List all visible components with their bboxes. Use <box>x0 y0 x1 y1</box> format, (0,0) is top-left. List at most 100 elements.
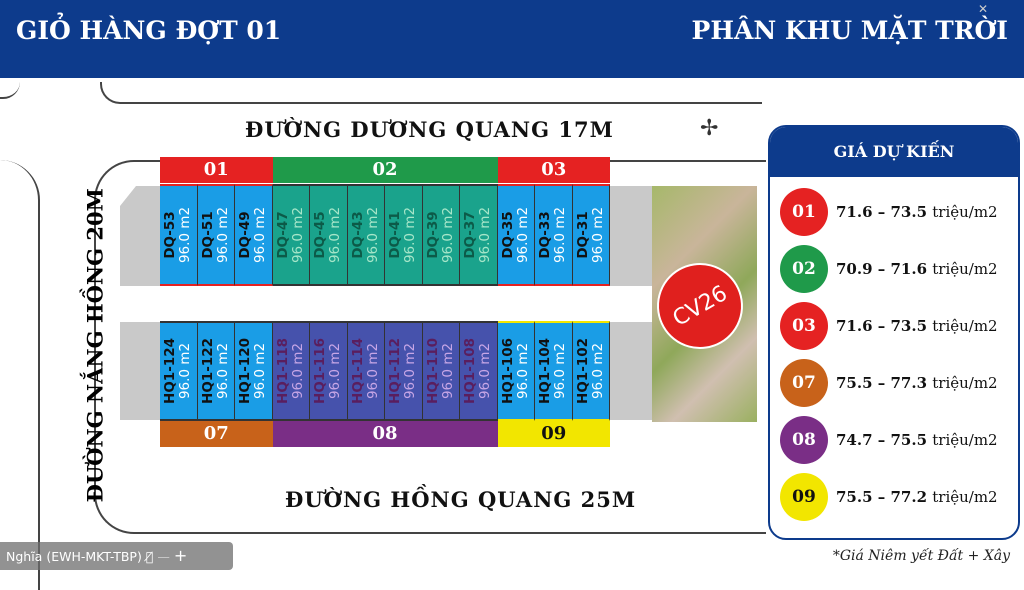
zone-bar-07[interactable]: 07 <box>160 421 273 447</box>
price-value: 71.6 – 73.5 <box>836 317 928 335</box>
lot-code: DQ-33 <box>537 211 554 259</box>
lot-area: 96.0 m2 <box>252 206 269 264</box>
price-unit: triệu/m2 <box>932 488 998 506</box>
zone-badge-09: 09 <box>780 473 828 521</box>
price-value: 75.5 – 77.3 <box>836 374 928 392</box>
lot-code: HQ1-108 <box>462 338 479 404</box>
participant-name: Nghĩa (EWH-MKT-TBP) <box>6 549 142 564</box>
lot-code: DQ-53 <box>162 211 179 259</box>
lot-code: DQ-37 <box>462 211 479 259</box>
close-icon[interactable]: ✕ <box>977 2 988 16</box>
lot-code: HQ1-118 <box>274 338 291 404</box>
lot-HQ1-114[interactable]: HQ1-114 96.0 m2 <box>347 321 385 421</box>
lot-HQ1-110[interactable]: HQ1-110 96.0 m2 <box>422 321 460 421</box>
zone-badge-07: 07 <box>780 359 828 407</box>
price-unit: triệu/m2 <box>932 260 998 278</box>
lot-area: 96.0 m2 <box>214 342 231 400</box>
lot-HQ1-122[interactable]: HQ1-122 96.0 m2 <box>197 321 235 421</box>
compass-icon: ✢ <box>700 116 719 141</box>
lot-area: 96.0 m2 <box>364 342 381 400</box>
legend-row-08: 08 74.7 – 75.5 triệu/m2 <box>780 415 1018 465</box>
lot-code: DQ-43 <box>349 211 366 259</box>
lot-area: 96.0 m2 <box>477 206 494 264</box>
subdivision-title: PHÂN KHU MẶT TRỜI <box>691 16 1008 45</box>
lot-HQ1-106[interactable]: HQ1-106 96.0 m2 <box>497 321 535 421</box>
road-edge <box>100 82 762 104</box>
lot-DQ-47[interactable]: DQ-47 96.0 m2 <box>272 184 310 286</box>
legend-row-07: 07 75.5 – 77.3 triệu/m2 <box>780 358 1018 408</box>
lot-area: 96.0 m2 <box>289 206 306 264</box>
expand-button[interactable]: + <box>173 546 188 565</box>
header-banner: GIỎ HÀNG ĐỢT 01 PHÂN KHU MẶT TRỜI ✕ <box>0 0 1024 78</box>
zone-bar-09[interactable]: 09 <box>497 421 610 447</box>
price-unit: triệu/m2 <box>932 431 998 449</box>
pavement <box>610 322 652 420</box>
road-edge <box>0 82 20 99</box>
lot-area: 96.0 m2 <box>214 206 231 264</box>
zone-badge-08: 08 <box>780 416 828 464</box>
zone-badge-01: 01 <box>780 188 828 236</box>
zone-bar-08[interactable]: 08 <box>272 421 498 447</box>
price-range: 75.5 – 77.3 triệu/m2 <box>836 374 998 392</box>
legend-row-02: 02 70.9 – 71.6 triệu/m2 <box>780 244 1018 294</box>
page-title: GIỎ HÀNG ĐỢT 01 <box>16 16 282 45</box>
lot-DQ-37[interactable]: DQ-37 96.0 m2 <box>460 184 498 286</box>
lot-HQ1-116[interactable]: HQ1-116 96.0 m2 <box>310 321 348 421</box>
lot-DQ-35[interactable]: DQ-35 96.0 m2 <box>497 184 535 286</box>
lot-DQ-43[interactable]: DQ-43 96.0 m2 <box>347 184 385 286</box>
zone-bar-03[interactable]: 03 <box>497 157 610 183</box>
lot-DQ-53[interactable]: DQ-53 96.0 m2 <box>160 184 198 286</box>
lot-area: 96.0 m2 <box>514 342 531 400</box>
lot-area: 96.0 m2 <box>514 206 531 264</box>
lot-code: DQ-31 <box>574 211 591 259</box>
lot-HQ1-104[interactable]: HQ1-104 96.0 m2 <box>535 321 573 421</box>
lot-area: 96.0 m2 <box>439 206 456 264</box>
lot-code: DQ-49 <box>237 211 254 259</box>
zone-bar-02[interactable]: 02 <box>272 157 498 183</box>
lot-code: HQ1-120 <box>237 338 254 404</box>
lot-DQ-45[interactable]: DQ-45 96.0 m2 <box>310 184 348 286</box>
legend-title: GIÁ DỰ KIẾN <box>770 127 1018 177</box>
lot-code: HQ1-114 <box>349 338 366 404</box>
lot-area: 96.0 m2 <box>177 342 194 400</box>
lot-code: HQ1-112 <box>387 338 404 404</box>
lot-DQ-41[interactable]: DQ-41 96.0 m2 <box>385 184 423 286</box>
mic-muted-icon[interactable]: 🎙̸ <box>145 549 154 564</box>
lot-HQ1-108[interactable]: HQ1-108 96.0 m2 <box>460 321 498 421</box>
legend-row-01: 01 71.6 – 73.5 triệu/m2 <box>780 187 1018 237</box>
lot-area: 96.0 m2 <box>177 206 194 264</box>
lot-area: 96.0 m2 <box>252 342 269 400</box>
price-range: 74.7 – 75.5 triệu/m2 <box>836 431 998 449</box>
lot-DQ-49[interactable]: DQ-49 96.0 m2 <box>235 184 273 286</box>
lot-code: DQ-35 <box>499 211 516 259</box>
pavement <box>610 186 652 286</box>
lot-code: DQ-47 <box>274 211 291 259</box>
zone-bar-01[interactable]: 01 <box>160 157 273 183</box>
lot-area: 96.0 m2 <box>364 206 381 264</box>
minimize-button[interactable]: — <box>157 549 170 564</box>
lot-code: HQ1-102 <box>574 338 591 404</box>
legend-row-09: 09 75.5 – 77.2 triệu/m2 <box>780 472 1018 522</box>
lot-code: HQ1-124 <box>162 338 179 404</box>
lot-area: 96.0 m2 <box>552 342 569 400</box>
lot-area: 96.0 m2 <box>402 342 419 400</box>
road-edge <box>0 160 40 590</box>
price-unit: triệu/m2 <box>932 374 998 392</box>
lot-area: 96.0 m2 <box>289 342 306 400</box>
lot-area: 96.0 m2 <box>327 342 344 400</box>
call-participant-overlay[interactable]: Nghĩa (EWH-MKT-TBP) 🎙̸ — + <box>0 542 233 570</box>
price-note: *Giá Niêm yết Đất + Xây <box>832 548 1010 564</box>
zone-badge-03: 03 <box>780 302 828 350</box>
lot-code: HQ1-104 <box>537 338 554 404</box>
lot-HQ1-124[interactable]: HQ1-124 96.0 m2 <box>160 321 198 421</box>
lot-DQ-51[interactable]: DQ-51 96.0 m2 <box>197 184 235 286</box>
lot-DQ-39[interactable]: DQ-39 96.0 m2 <box>422 184 460 286</box>
lot-DQ-33[interactable]: DQ-33 96.0 m2 <box>535 184 573 286</box>
lot-HQ1-120[interactable]: HQ1-120 96.0 m2 <box>235 321 273 421</box>
lot-HQ1-102[interactable]: HQ1-102 96.0 m2 <box>572 321 610 421</box>
lot-code: DQ-39 <box>424 211 441 259</box>
lot-HQ1-118[interactable]: HQ1-118 96.0 m2 <box>272 321 310 421</box>
lot-DQ-31[interactable]: DQ-31 96.0 m2 <box>572 184 610 286</box>
lot-area: 96.0 m2 <box>402 206 419 264</box>
lot-HQ1-112[interactable]: HQ1-112 96.0 m2 <box>385 321 423 421</box>
